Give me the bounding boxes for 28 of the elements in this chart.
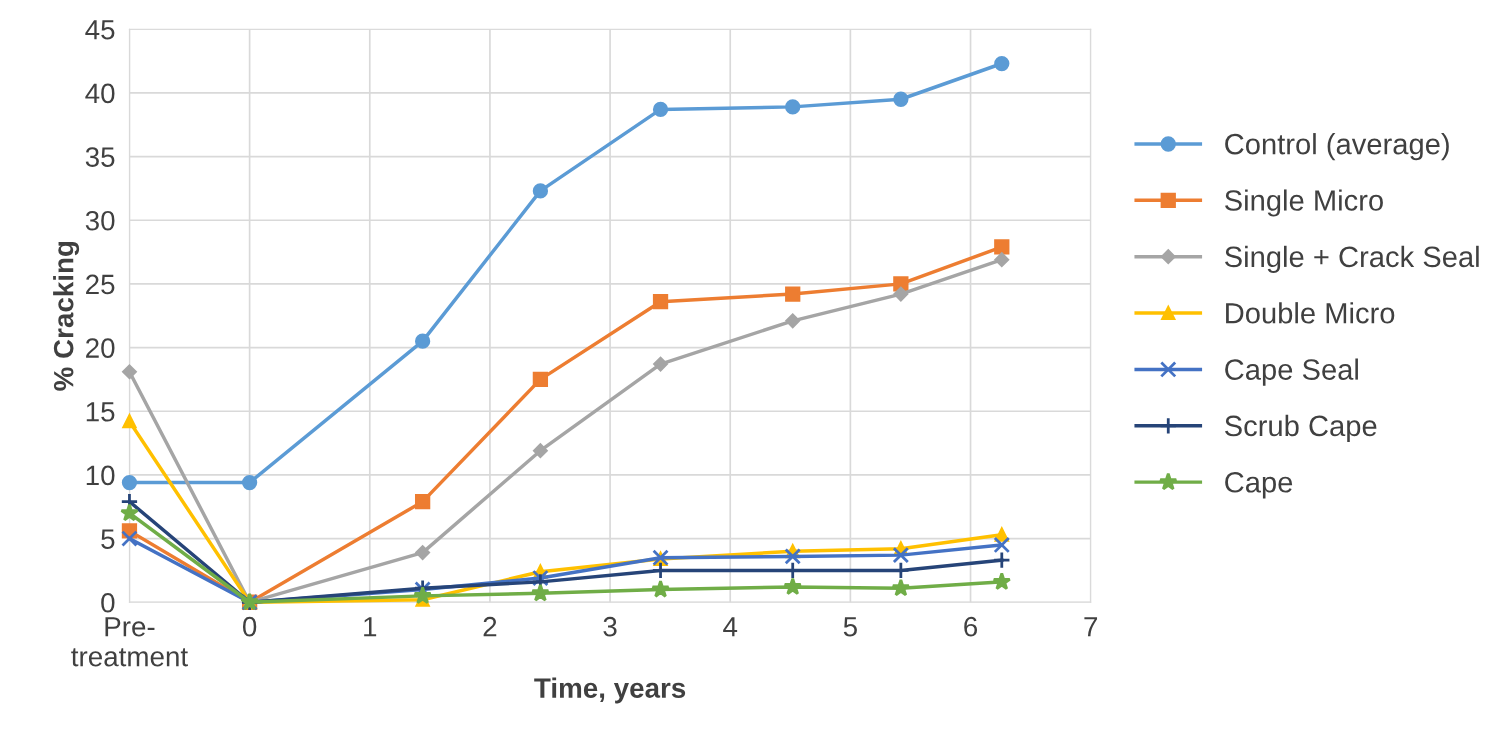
x-tick-label: 1 <box>364 617 377 637</box>
y-tick-label: 40 <box>85 83 115 104</box>
legend-label: Cape <box>1225 471 1293 499</box>
legend-label: Single Micro <box>1225 189 1383 217</box>
x-tick-label: 6 <box>964 616 978 637</box>
legend-label: Cape Seal <box>1225 358 1358 386</box>
legend-label: Single + Crack Seal <box>1225 245 1479 273</box>
x-tick-label: 4 <box>723 617 738 637</box>
x-axis-title: Time, years <box>534 677 686 704</box>
y-axis-title: % Cracking <box>53 241 80 391</box>
y-tick-label: 15 <box>86 402 115 422</box>
x-tick-label: Pre- treatment <box>71 617 188 667</box>
x-tick-label: 5 <box>843 617 857 637</box>
x-tick-label: 7 <box>1084 617 1098 637</box>
y-tick-label: 30 <box>85 210 115 231</box>
legend-label: Control (average) <box>1225 133 1449 161</box>
y-tick-label: 5 <box>101 529 115 549</box>
y-tick-label: 35 <box>85 147 115 167</box>
y-tick-label: 20 <box>86 338 115 358</box>
x-tick-label: 3 <box>603 616 617 637</box>
x-tick-label: 2 <box>483 616 497 637</box>
y-tick-label: 10 <box>86 465 115 486</box>
y-tick-label: 0 <box>101 592 115 613</box>
x-tick-label: 0 <box>242 616 257 637</box>
y-tick-label: 25 <box>86 274 115 295</box>
legend-label: Scrub Cape <box>1225 414 1377 443</box>
legend-label: Double Micro <box>1226 302 1395 324</box>
y-tick-label: 45 <box>85 20 115 40</box>
